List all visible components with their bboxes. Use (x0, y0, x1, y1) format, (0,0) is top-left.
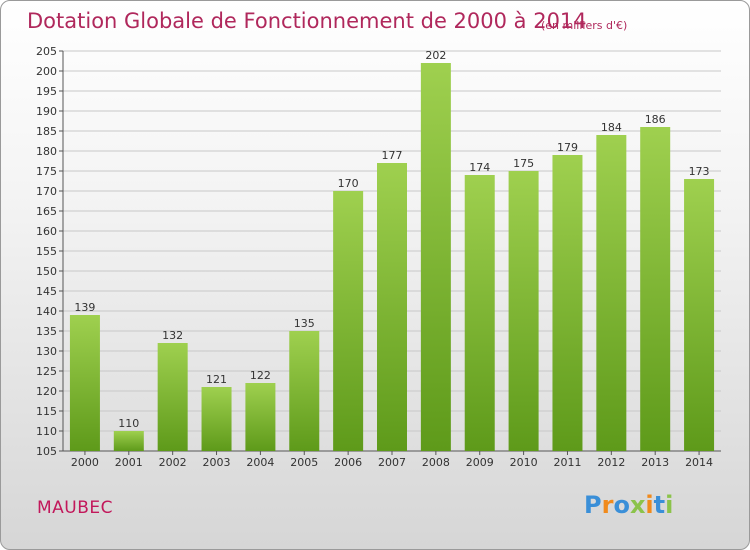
x-tick-label-2004: 2004 (246, 456, 274, 469)
bar-2004 (245, 383, 276, 451)
x-tick-label-2003: 2003 (203, 456, 231, 469)
y-tick-label: 125 (36, 365, 57, 378)
y-tick-label: 160 (36, 225, 57, 238)
bars (69, 63, 715, 451)
logo-letter: o (613, 491, 630, 519)
y-tick-label: 120 (36, 385, 57, 398)
x-tick-label-2012: 2012 (597, 456, 625, 469)
x-tick-label-2011: 2011 (553, 456, 581, 469)
value-label-2007: 177 (382, 149, 403, 162)
value-label-2004: 122 (250, 369, 271, 382)
y-tick-label: 105 (36, 445, 57, 458)
value-label-2008: 202 (425, 49, 446, 62)
logo-letter: i (665, 491, 674, 519)
bar-2009 (464, 175, 495, 451)
bar-2010 (508, 171, 539, 451)
bar-2000 (69, 315, 100, 451)
y-tick-label: 170 (36, 185, 57, 198)
bar-2003 (201, 387, 232, 451)
x-tick-label-2009: 2009 (466, 456, 494, 469)
value-label-2001: 110 (118, 417, 139, 430)
bar-2002 (157, 343, 188, 451)
value-label-2002: 132 (162, 329, 183, 342)
bar-2013 (640, 127, 671, 451)
x-tick-label-2006: 2006 (334, 456, 362, 469)
x-tick-label-2014: 2014 (685, 456, 713, 469)
logo-letter: x (629, 491, 646, 519)
value-label-2012: 184 (601, 121, 622, 134)
bar-2007 (377, 163, 407, 451)
x-tick-label-2007: 2007 (378, 456, 406, 469)
y-tick-label: 205 (36, 45, 57, 58)
y-tick-label: 145 (36, 285, 57, 298)
bar-2008 (420, 63, 451, 451)
logo-letter: i (645, 491, 654, 519)
value-label-2006: 170 (338, 177, 359, 190)
y-tick-label: 180 (36, 145, 57, 158)
y-tick-label: 110 (36, 425, 57, 438)
x-tick-label-2013: 2013 (641, 456, 669, 469)
value-label-2005: 135 (294, 317, 315, 330)
x-tick-label-2002: 2002 (159, 456, 187, 469)
y-tick-label: 155 (36, 245, 57, 258)
y-tick-label: 140 (36, 305, 57, 318)
value-label-2013: 186 (645, 113, 666, 126)
value-label-2014: 173 (689, 165, 710, 178)
x-tick-label-2000: 2000 (71, 456, 99, 469)
logo-letter: t (653, 491, 666, 519)
bar-2005 (289, 331, 320, 451)
value-label-2003: 121 (206, 373, 227, 386)
y-tick-label: 200 (36, 65, 57, 78)
x-tick-label-2008: 2008 (422, 456, 450, 469)
y-tick-label: 165 (36, 205, 57, 218)
y-tick-label: 185 (36, 125, 57, 138)
proxiti-logo[interactable]: Proxiti (584, 491, 673, 519)
commune-name: MAUBEC (37, 498, 114, 518)
y-tick-label: 195 (36, 85, 57, 98)
chart-subtitle: (en milliers d'€) (541, 19, 628, 32)
x-tick-label-2001: 2001 (115, 456, 143, 469)
y-tick-label: 150 (36, 265, 57, 278)
value-label-2011: 179 (557, 141, 578, 154)
bar-2014 (684, 179, 715, 451)
bar-2006 (333, 191, 364, 451)
y-tick-label: 130 (36, 345, 57, 358)
y-tick-label: 175 (36, 165, 57, 178)
labels: 105 110 115 120 125 130 135 140 145 150 155 160 165 1… (36, 45, 713, 469)
value-label-2010: 175 (513, 157, 534, 170)
chart-title: Dotation Globale de Fonctionnement de 20… (27, 9, 587, 33)
bar-2001 (113, 431, 144, 451)
value-label-2009: 174 (469, 161, 490, 174)
y-tick-label: 115 (36, 405, 57, 418)
y-tick-label: 135 (36, 325, 57, 338)
bar-2012 (596, 135, 627, 451)
logo-letter: P (584, 491, 602, 519)
value-label-2000: 139 (74, 301, 95, 314)
x-tick-label-2010: 2010 (510, 456, 538, 469)
logo-letter: r (601, 491, 614, 519)
bar-2011 (552, 155, 583, 451)
y-tick-label: 190 (36, 105, 57, 118)
x-tick-label-2005: 2005 (290, 456, 318, 469)
